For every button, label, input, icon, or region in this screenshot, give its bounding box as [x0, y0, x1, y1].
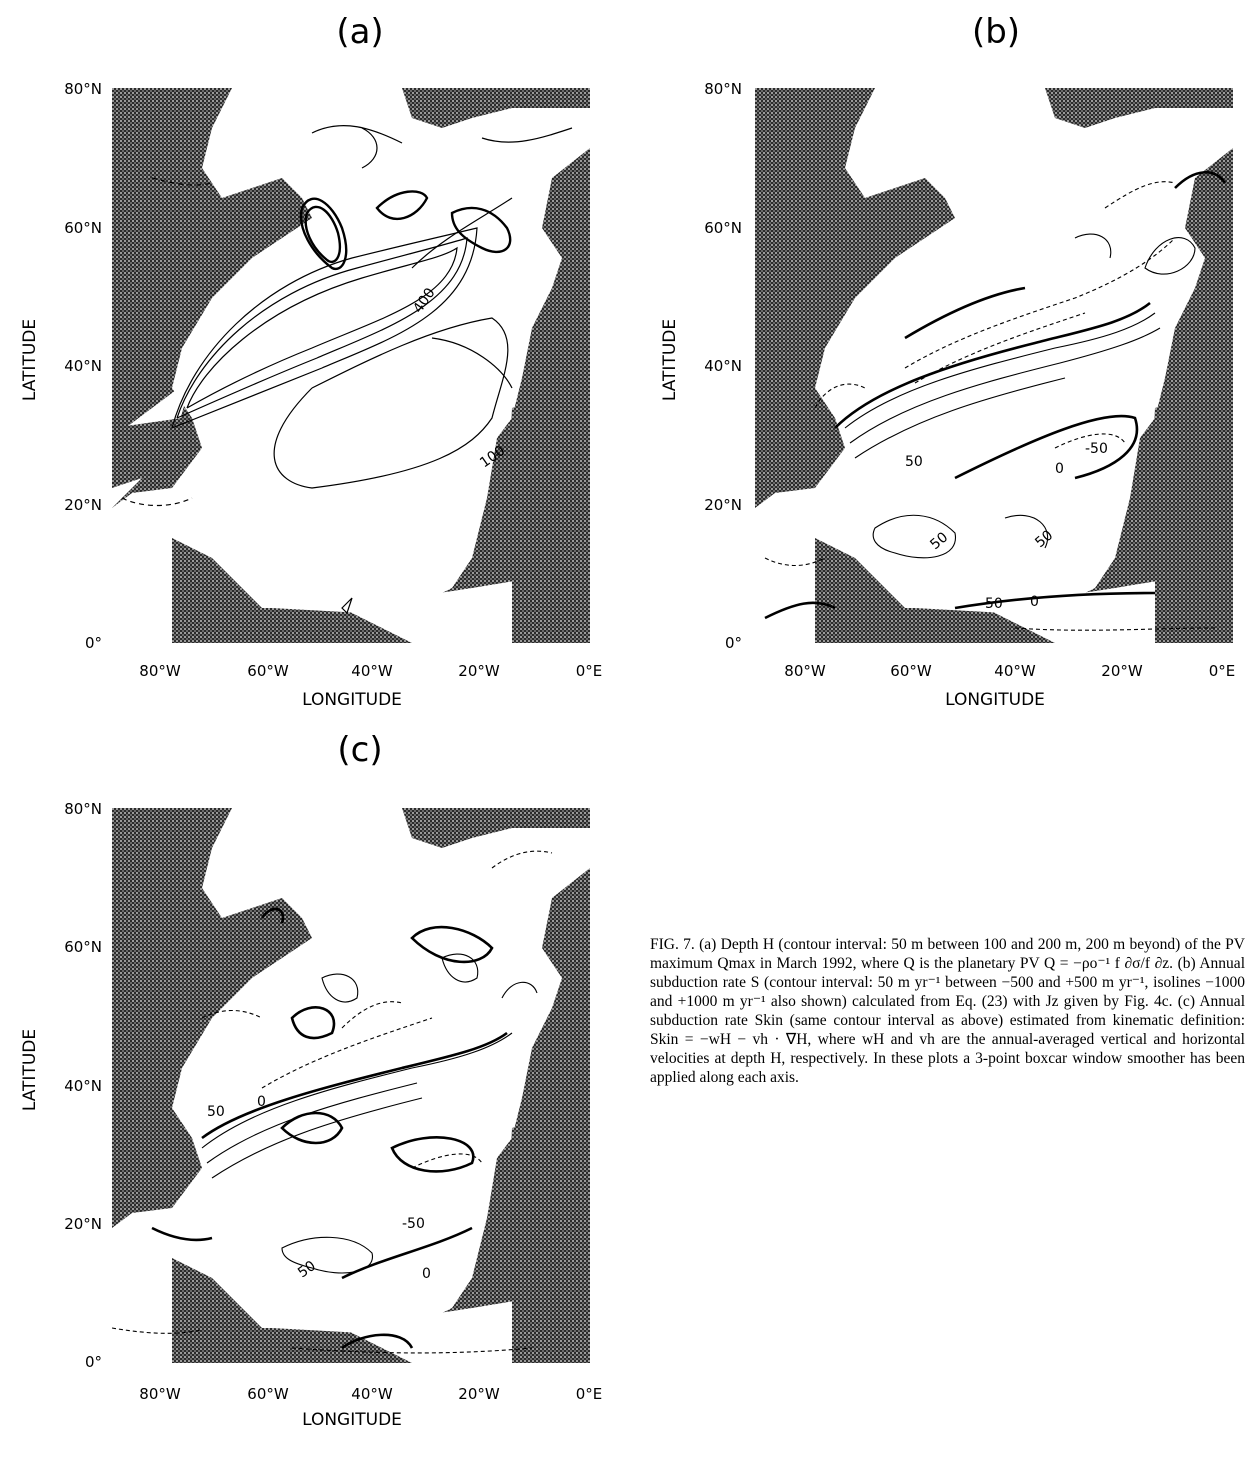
panel-b-ytick-80: 80°N: [704, 80, 742, 98]
panel-c-ytick-60: 60°N: [64, 938, 102, 956]
panel-c-contour-label-5: 0: [422, 1266, 431, 1282]
figure-caption: FIG. 7. (a) Depth H (contour interval: 5…: [650, 935, 1245, 1087]
caption-text: FIG. 7. (a) Depth H (contour interval: 5…: [650, 936, 1245, 1086]
panel-a-xtick-80w: 80°W: [139, 662, 181, 680]
panel-c-ytick-80: 80°N: [64, 800, 102, 818]
panel-b-contour-label-2: 0: [1055, 461, 1064, 477]
panel-b-xtick-40w: 40°W: [994, 662, 1036, 680]
panel-b-xlabel: LONGITUDE: [945, 690, 1045, 710]
panel-c-xtick-40w: 40°W: [351, 1385, 393, 1403]
panel-a-xtick-60w: 60°W: [247, 662, 289, 680]
panel-c-xtick-60w: 60°W: [247, 1385, 289, 1403]
panel-c-xtick-20w: 20°W: [458, 1385, 500, 1403]
panel-a-xlabel: LONGITUDE: [302, 690, 402, 710]
panel-a-ytick-20: 20°N: [64, 496, 102, 514]
panel-c-xtick-80w: 80°W: [139, 1385, 181, 1403]
panel-b-xtick-80w: 80°W: [784, 662, 826, 680]
panel-c-xtick-0e: 0°E: [575, 1385, 603, 1403]
panel-a-xtick-0e: 0°E: [575, 662, 603, 680]
panel-a-ytick-40: 40°N: [64, 357, 102, 375]
panel-b-ytick-20: 20°N: [704, 496, 742, 514]
panel-a-map: 400 100: [112, 88, 590, 643]
panel-b-ytick-40: 40°N: [704, 357, 742, 375]
panel-c-map: 50 0 -50 50 0: [112, 808, 590, 1363]
panel-a-xtick-40w: 40°W: [351, 662, 393, 680]
panel-c-ylabel: LATITUDE: [20, 1028, 40, 1112]
panel-b-label: (b): [971, 12, 1021, 52]
panel-c-ytick-40: 40°N: [64, 1077, 102, 1095]
panel-b-contour-label-7: 0: [1030, 594, 1039, 610]
panel-b-map: 50 0 -50 50 50 50 0: [755, 88, 1233, 643]
panel-a-ocean: [112, 88, 590, 643]
panel-c-ytick-20: 20°N: [64, 1215, 102, 1233]
panel-c-xlabel: LONGITUDE: [302, 1410, 402, 1430]
panel-c-ytick-0: 0°: [84, 1353, 102, 1371]
panel-a-ytick-60: 60°N: [64, 219, 102, 237]
panel-a-ytick-0: 0°: [84, 634, 102, 652]
panel-c-contour-label-3: -50: [402, 1216, 425, 1232]
panel-a-ytick-80: 80°N: [64, 80, 102, 98]
panel-b-ytick-60: 60°N: [704, 219, 742, 237]
panel-c-contour-label-2: 0: [257, 1094, 266, 1110]
panel-b-xtick-0e: 0°E: [1208, 662, 1236, 680]
panel-c-contour-label-1: 50: [207, 1104, 225, 1120]
panel-b-ytick-0: 0°: [724, 634, 742, 652]
panel-c-label: (c): [337, 730, 383, 770]
panel-b-contour-label-3: -50: [1085, 441, 1108, 457]
panel-b-contour-label-1: 50: [905, 454, 923, 470]
panel-a-label: (a): [336, 12, 384, 52]
panel-b-contour-label-6: 50: [985, 596, 1003, 612]
panel-b-xtick-60w: 60°W: [890, 662, 932, 680]
panel-b-xtick-20w: 20°W: [1101, 662, 1143, 680]
panel-a-xtick-20w: 20°W: [458, 662, 500, 680]
